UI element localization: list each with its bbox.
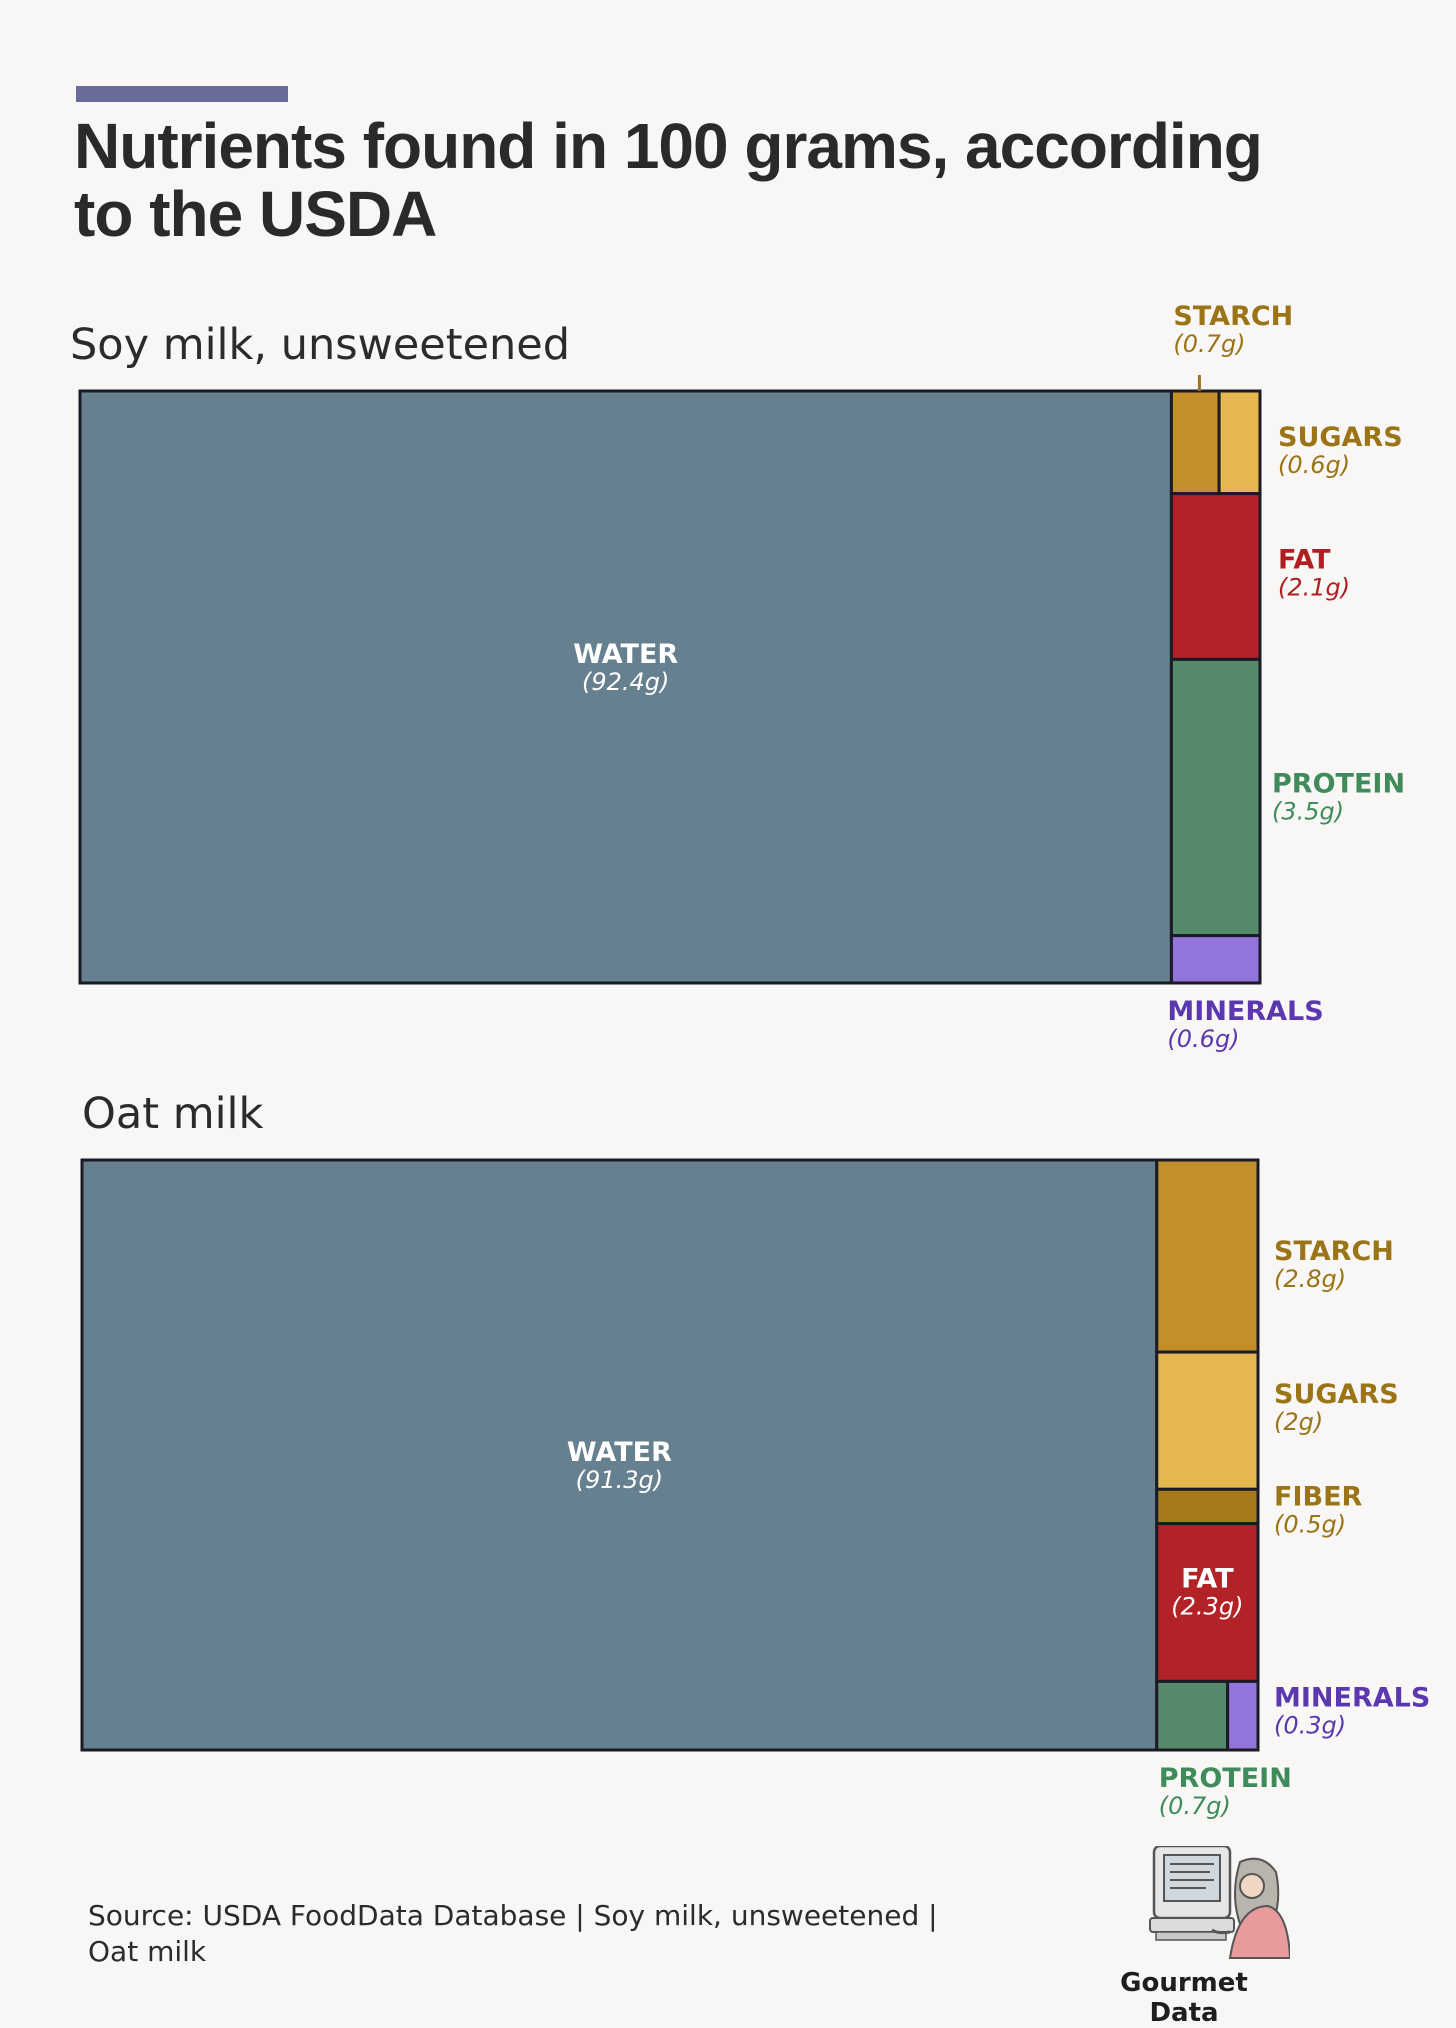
soy-sugars-name-label: SUGARS [1278,422,1403,453]
oat-milk-chart-title: Oat milk [82,1089,264,1139]
page-title-line-1: Nutrients found in 100 grams, according [74,110,1263,182]
title-accent-bar [76,86,288,102]
soy-minerals-value-label: (0.6g) [1167,1025,1239,1053]
soy-milk-chart-title: Soy milk, unsweetened [70,320,571,370]
soy-minerals-name-label: MINERALS [1167,996,1323,1027]
soy-protein-value-label: (3.5g) [1272,797,1344,825]
oat-starch-name-label: STARCH [1274,1236,1394,1267]
computer-icon [1149,1846,1235,1941]
person-illustration [1211,1857,1290,1959]
oat-fiber-value-label: (0.5g) [1274,1510,1346,1538]
oat-fat-inside-value-label: (2.3g) [1171,1593,1243,1621]
page-title: Nutrients found in 100 grams, according … [74,112,1374,248]
oat-minerals-name-label: MINERALS [1274,1682,1430,1713]
page-title-line-2: to the USDA [74,178,437,250]
soy-protein-cell [1169,657,1262,938]
oat-water-value-label: (91.3g) [576,1466,663,1494]
oat-fat-inside-name-label: FAT [1181,1564,1234,1595]
oat-minerals-cell [1226,1679,1260,1752]
oat-protein-cell [1155,1679,1230,1752]
source-line-1: Source: USDA FoodData Database | Soy mil… [88,1899,938,1932]
soy-fat-cell [1169,492,1262,661]
soy-water-value-label: (92.4g) [582,668,669,696]
oat-fiber-name-label: FIBER [1274,1481,1363,1512]
oat-sugars-value-label: (2g) [1274,1408,1323,1436]
oat-protein-name-label: PROTEIN [1159,1763,1292,1794]
source-note: Source: USDA FoodData Database | Soy mil… [88,1898,968,1970]
oat-fat-cell [1155,1522,1260,1683]
soy-starch-name-label: STARCH [1173,301,1293,332]
oat-fiber-cell [1155,1487,1260,1526]
soy-protein-name-label: PROTEIN [1272,768,1405,799]
oat-water-cell [80,1158,1159,1752]
oat-starch-value-label: (2.8g) [1274,1265,1346,1293]
brand-name: Gourmet Data [1120,1968,1248,2028]
soy-fat-name-label: FAT [1278,545,1331,576]
oat-starch-cell [1155,1158,1260,1354]
soy-starch-value-label: (0.7g) [1173,330,1245,358]
source-line-2: Oat milk [88,1935,207,1968]
oat-water-name-label: WATER [567,1437,672,1468]
oat-protein-value-label: (0.7g) [1159,1792,1231,1820]
oat-minerals-value-label: (0.3g) [1274,1711,1346,1739]
oat-sugars-cell [1155,1350,1260,1491]
soy-minerals-cell [1169,934,1262,985]
soy-fat-value-label: (2.1g) [1278,574,1350,602]
brand-illustration [1149,1846,1290,1959]
soy-sugars-value-label: (0.6g) [1278,451,1350,479]
oat-sugars-name-label: SUGARS [1274,1379,1399,1410]
soy-water-cell [78,389,1173,985]
soy-water-name-label: WATER [573,639,678,670]
soy-starch-cell [1169,389,1221,496]
soy-sugars-cell [1217,389,1262,496]
